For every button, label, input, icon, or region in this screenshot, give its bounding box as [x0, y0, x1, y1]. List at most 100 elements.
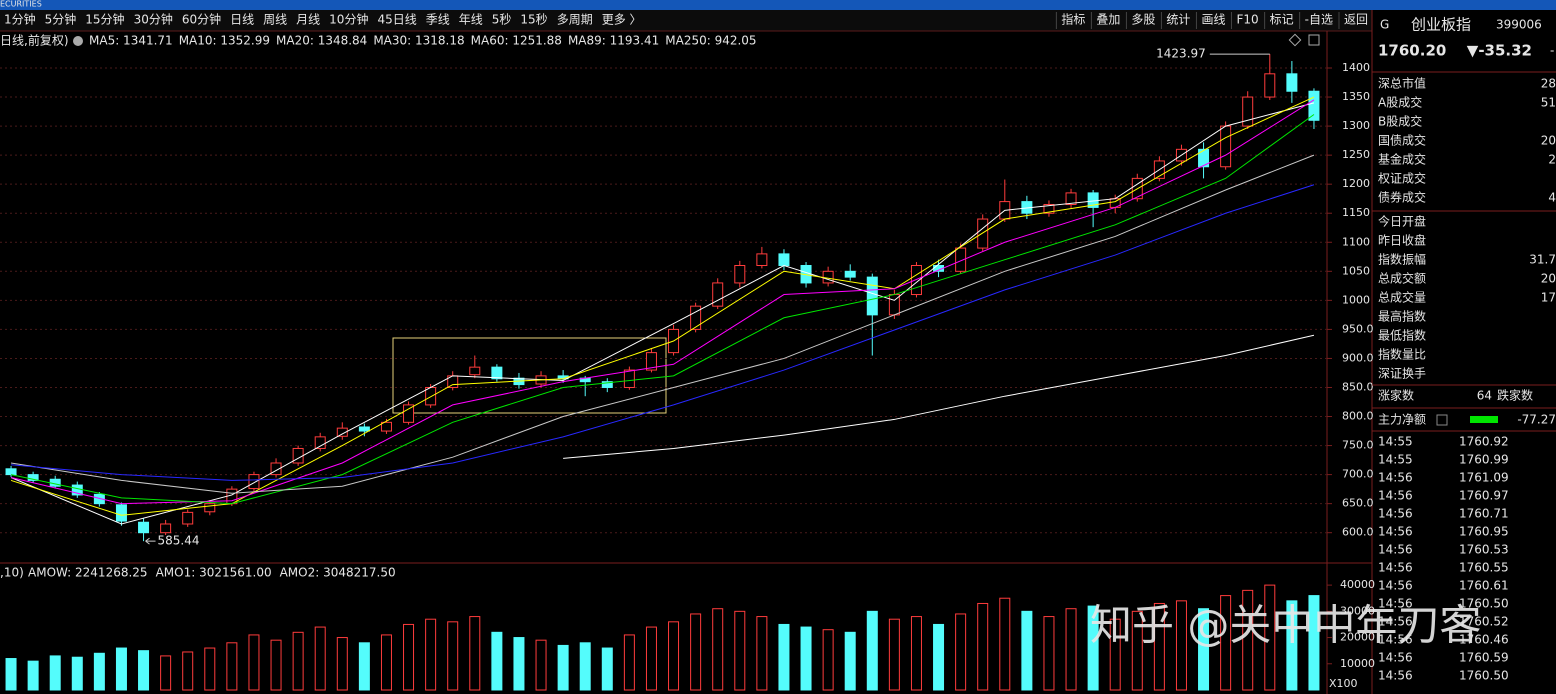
y-tick-label: 1100 [1342, 235, 1370, 248]
tool-button[interactable]: -自选 [1305, 13, 1333, 27]
volume-bar [866, 610, 878, 691]
volume-bar [1109, 618, 1121, 691]
volume-bar [336, 637, 348, 691]
volume-bar [425, 618, 437, 691]
volume-bar [93, 652, 105, 691]
volume-bar [888, 618, 900, 691]
volume-bar [5, 658, 17, 691]
tool-button[interactable]: 多股 [1131, 13, 1155, 27]
tool-button[interactable]: 返回 [1344, 13, 1368, 27]
period-tab[interactable]: 月线 [296, 13, 320, 27]
legend-entry: MA20: 1348.84 [276, 34, 367, 48]
field-value: 31.7 [1529, 253, 1556, 267]
field-label: 跌家数 [1497, 388, 1533, 403]
field-label: 总成交额 [1378, 271, 1426, 286]
volume-bar [1087, 605, 1099, 691]
candle-body [1065, 192, 1077, 206]
period-tab[interactable]: 45日线 [377, 13, 416, 27]
period-tab[interactable]: 1分钟 [4, 12, 36, 27]
tick-price: 1760.61 [1459, 579, 1509, 593]
volume-bar [999, 597, 1011, 691]
legend-entry: AMO2: 3048217.50 [280, 566, 396, 580]
volume-bar [49, 655, 61, 691]
volume-bar [358, 642, 370, 691]
toolbar [0, 10, 1372, 31]
period-tab[interactable]: 日线 [230, 13, 254, 27]
volume-bar [977, 602, 989, 691]
period-tab[interactable]: 10分钟 [329, 12, 368, 27]
icon[interactable] [1288, 33, 1302, 47]
volume-bar [1131, 610, 1143, 691]
tool-button[interactable]: 叠加 [1096, 13, 1120, 27]
period-tab[interactable]: 5分钟 [45, 12, 77, 27]
ma-line [10, 102, 1315, 525]
volume-bar [380, 634, 392, 691]
volume-bar [756, 616, 768, 691]
quote-panel: G 创业板指 399006 1760.20 ▼-35.32 - 深总市值 28 A股成交 51 B股… [1372, 16, 1556, 683]
period-tab[interactable]: 多周期 [557, 13, 593, 27]
candle-body [204, 503, 216, 513]
tick-time: 14:56 [1378, 579, 1413, 593]
settings-icon[interactable] [73, 36, 83, 46]
tool-button[interactable]: 标记 [1270, 13, 1294, 27]
volume-bar [1308, 595, 1320, 691]
volume-bar [1286, 600, 1298, 691]
y-tick-label: 800.0 [1342, 410, 1374, 423]
candle-body [336, 427, 348, 437]
tick-time: 14:56 [1378, 633, 1413, 647]
period-tab[interactable]: 15分钟 [85, 12, 124, 27]
tick-price: 1760.50 [1459, 597, 1509, 611]
charts: 600.0 650.0 700.0 750.0 800.0 850.0 900.0 950.0… [0, 34, 1375, 691]
field-label: 债券成交 [1378, 190, 1426, 205]
tool-button[interactable]: 统计 [1166, 13, 1190, 27]
volume-legend-prefix: ,10) [0, 566, 24, 580]
candle-body [910, 265, 922, 296]
field-label: 深证换手 [1378, 367, 1426, 381]
period-tab[interactable]: 30分钟 [134, 12, 173, 27]
period-tab[interactable]: 60分钟 [182, 12, 221, 27]
candle-body [425, 386, 437, 406]
period-tab[interactable]: 季线 [426, 13, 450, 27]
volume-bar [27, 660, 39, 691]
y-tick-label: 750.0 [1342, 439, 1374, 452]
icon[interactable] [1308, 34, 1320, 46]
candle-body [734, 265, 746, 284]
y-tick-label: 900.0 [1342, 351, 1374, 364]
volume-bar [204, 647, 216, 691]
top-strip [0, 0, 1556, 10]
legend-entry: MA10: 1352.99 [179, 34, 270, 48]
volume-bar [1153, 602, 1165, 691]
tick-price: 1761.09 [1459, 471, 1509, 485]
tool-button[interactable]: 画线 [1201, 13, 1225, 27]
volume-bar [645, 626, 657, 691]
candle-body [955, 247, 967, 272]
volume-bar [1021, 610, 1033, 691]
legend-entry: MA5: 1341.71 [89, 34, 173, 48]
field-label: A股成交 [1378, 95, 1422, 110]
field-label: 最高指数 [1378, 309, 1426, 324]
volume-bar [822, 629, 834, 691]
candle-body [27, 474, 39, 481]
volume-bar [1175, 600, 1187, 691]
candle-body [115, 504, 127, 522]
legend-entry: MA30: 1318.18 [373, 34, 464, 48]
period-tab[interactable]: 周线 [263, 13, 287, 27]
volume-bar [1242, 589, 1254, 691]
period-tab[interactable]: 5秒 [492, 13, 512, 27]
legend-entry: AMO1: 3021561.00 [156, 566, 272, 580]
tool-button[interactable]: 指标 [1061, 12, 1085, 27]
period-tab[interactable]: 更多 〉 [602, 13, 642, 27]
tool-button[interactable]: F10 [1236, 13, 1258, 27]
period-tab[interactable]: 年线 [459, 13, 483, 27]
ma-line [10, 114, 1315, 505]
price: 1760.20 [1378, 42, 1446, 60]
candle-body [469, 366, 481, 376]
field-label: 基金成交 [1378, 152, 1426, 167]
candle-body [1286, 73, 1298, 92]
candle-body [756, 253, 768, 267]
field-value: -77.27 [1517, 413, 1556, 427]
period-tab[interactable]: 15秒 [520, 13, 547, 27]
y-tick-label: 950.0 [1342, 322, 1374, 335]
volume-bar [955, 613, 967, 691]
